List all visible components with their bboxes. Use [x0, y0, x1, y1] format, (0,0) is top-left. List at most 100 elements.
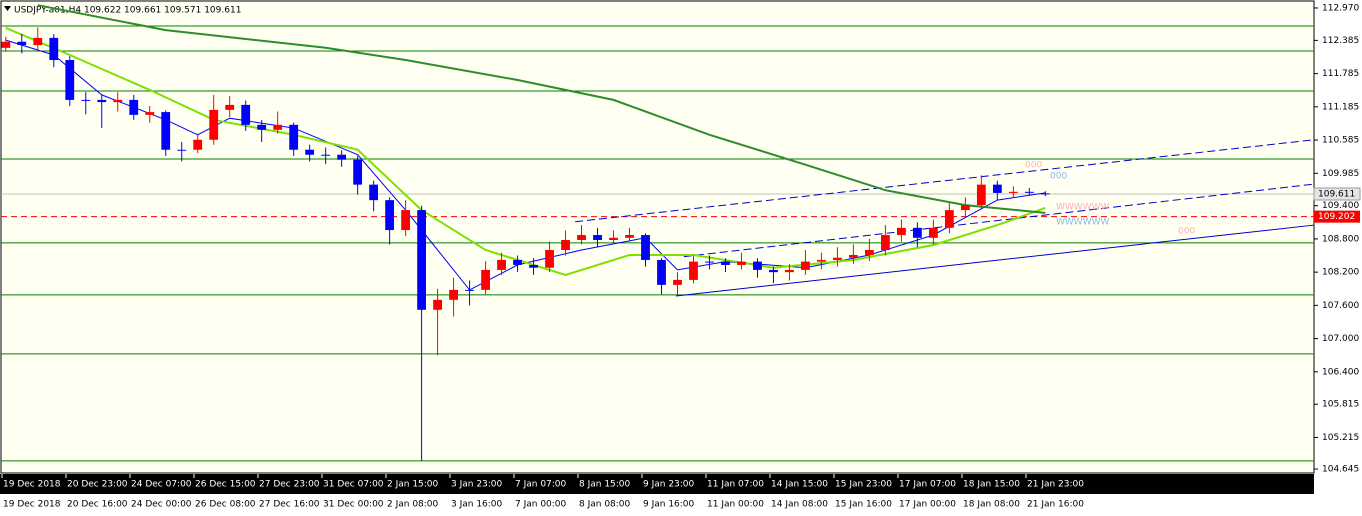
x-tick-label: 27 Dec 23:00 [259, 480, 320, 490]
candle-body [385, 200, 395, 231]
candle-body [161, 112, 171, 150]
candle-body [97, 99, 107, 103]
last-price-box [1313, 187, 1361, 201]
x-tick-label: 11 Jan 00:00 [707, 500, 764, 510]
last-price-label: 109.611 [1318, 189, 1355, 199]
y-tick-label: 112.385 [1322, 36, 1359, 46]
x-tick-label: 11 Jan 07:00 [707, 480, 764, 490]
candle-body [305, 149, 315, 155]
annotation: WWWWWW [1056, 203, 1109, 213]
candle-body [593, 235, 602, 241]
y-tick-label: 111.785 [1322, 69, 1359, 79]
candle-body [880, 235, 890, 250]
y-tick-label: 105.215 [1322, 433, 1359, 443]
candle-body [113, 99, 123, 103]
candle-body [273, 124, 283, 130]
y-tick-label: 109.985 [1322, 169, 1359, 179]
x-tick-label: 8 Jan 08:00 [579, 500, 631, 510]
plot-area [0, 0, 1315, 474]
candle-body [1, 41, 11, 48]
annotation: 000 [1025, 161, 1042, 171]
candle-body [817, 259, 826, 262]
y-tick-label: 108.200 [1322, 268, 1359, 278]
candle-body [1024, 191, 1034, 193]
candle-body [785, 269, 794, 273]
candle-body [529, 264, 538, 268]
candle-body [912, 227, 922, 238]
candle-body [657, 259, 666, 285]
candle-body [513, 259, 522, 265]
candle-body [689, 261, 698, 280]
candle-body [976, 184, 986, 206]
candle-body [481, 269, 490, 290]
candle-body [353, 159, 363, 185]
order-price-label: 109.202 [1318, 212, 1355, 222]
x-tick-label: 18 Jan 15:00 [963, 480, 1020, 490]
x-tick-label: 17 Jan 00:00 [899, 500, 956, 510]
moving-average [5, 26, 1046, 276]
annotation: 000 [1178, 227, 1195, 237]
x-tick-label: 2 Jan 08:00 [387, 500, 439, 510]
candle-body [1040, 193, 1050, 195]
x-tick-label: 9 Jan 16:00 [643, 500, 695, 510]
x-tick-label: 26 Dec 08:00 [195, 500, 256, 510]
moving-average [37, 4, 1046, 214]
x-tick-label: 15 Jan 16:00 [835, 500, 892, 510]
time-axis-bar [0, 474, 1314, 494]
y-tick-label: 105.815 [1322, 400, 1359, 410]
x-tick-label: 14 Jan 08:00 [771, 500, 828, 510]
x-tick-label: 15 Jan 23:00 [835, 480, 892, 490]
candle-body [865, 249, 874, 255]
trend-line [575, 139, 1315, 223]
candle-body [177, 149, 187, 151]
candle-body [225, 104, 235, 110]
trend-line [683, 183, 1315, 258]
candle-body [641, 235, 650, 260]
candle-body [561, 240, 570, 250]
candle-body [401, 210, 411, 231]
annotation: WWWWWW [1056, 218, 1109, 228]
y-tick-label: 107.600 [1322, 301, 1359, 311]
y-tick-label: 106.400 [1322, 367, 1359, 377]
x-tick-label: 21 Jan 16:00 [1027, 500, 1084, 510]
x-tick-label: 31 Dec 07:00 [323, 480, 384, 490]
candle-body [17, 41, 27, 46]
candle-body [769, 269, 778, 273]
candle-body [753, 261, 762, 270]
symbol-menu[interactable] [4, 6, 11, 11]
candle-body [801, 261, 810, 270]
y-tick-label: 112.970 [1322, 3, 1359, 13]
trend-line [675, 224, 1315, 297]
candle-body [545, 249, 554, 268]
order-price-box [1314, 210, 1360, 223]
candle-body [737, 261, 746, 265]
candle-body [673, 279, 682, 285]
candle-body [417, 210, 427, 310]
candle-body [289, 124, 299, 150]
candle-body [433, 299, 442, 310]
candle-body [369, 184, 379, 201]
x-tick-label: 31 Dec 00:00 [323, 500, 384, 510]
x-tick-label: 7 Jan 00:00 [515, 500, 567, 510]
candle-body [49, 37, 59, 61]
x-tick-label: 20 Dec 23:00 [67, 480, 128, 490]
candle-body [896, 227, 906, 236]
x-tick-label: 21 Jan 23:00 [1027, 480, 1084, 490]
candle-body [81, 99, 91, 101]
candle-body [833, 257, 842, 260]
candle-body [992, 184, 1002, 193]
y-tick-label: 109.400 [1322, 201, 1359, 211]
candle-body [65, 60, 75, 100]
x-tick-label: 7 Jan 07:00 [515, 480, 567, 490]
candle-body [33, 37, 43, 46]
y-tick-label: 110.585 [1322, 136, 1359, 146]
candle-body [960, 205, 970, 211]
chart-title: USDJPY-a01,H4 109.622 109.661 109.571 10… [14, 6, 241, 16]
candle-body [321, 154, 331, 156]
y-tick-label: 107.000 [1322, 334, 1359, 344]
x-tick-label: 27 Dec 16:00 [259, 500, 320, 510]
candle-body [577, 235, 586, 241]
candle-body [497, 259, 506, 270]
candle-body [609, 237, 618, 241]
